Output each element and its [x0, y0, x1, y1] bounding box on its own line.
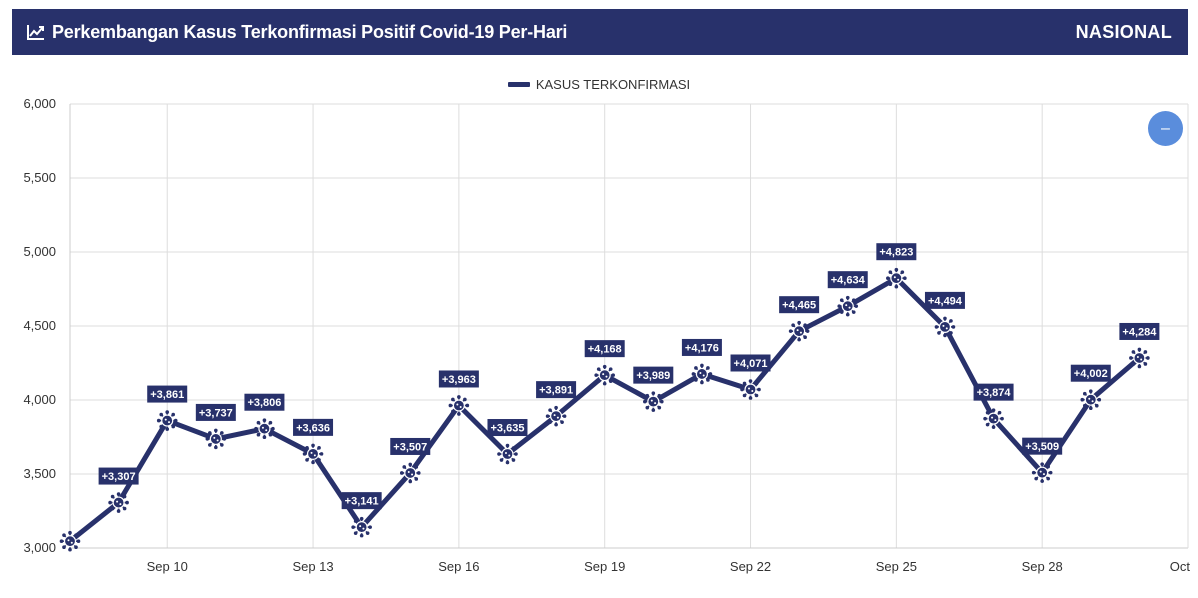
legend-swatch [507, 81, 530, 87]
data-label: +4,494 [928, 295, 963, 307]
grid-layer [70, 103, 1189, 549]
axis-layer: 3,000 3,500 4,000 4,500 5,000 5,500 6,000 Sep 1… [23, 96, 1190, 574]
data-label: +3,861 [150, 389, 184, 401]
x-tick-label: Sep 10 [147, 559, 188, 574]
marker-layer [59, 267, 1150, 552]
chart-legend[interactable]: KASUS TERKONFIRMASI [0, 74, 1198, 94]
data-point-virus-icon [399, 462, 421, 484]
data-label: +4,284 [1122, 326, 1157, 338]
data-label-badge [876, 243, 917, 261]
data-label-badge [438, 370, 479, 388]
data-point-virus-icon [886, 267, 907, 289]
data-point-virus-icon [1031, 462, 1053, 483]
data-label: +3,509 [1025, 441, 1059, 453]
data-point-virus-icon [837, 295, 859, 317]
x-tick-label: Sep 16 [438, 559, 479, 574]
data-label: +4,071 [734, 358, 768, 370]
data-label: +4,823 [879, 247, 913, 259]
data-label-badge [293, 418, 334, 436]
data-label-badge [244, 393, 285, 411]
x-tick-label: Sep 13 [292, 559, 333, 574]
data-point-virus-icon [497, 443, 518, 465]
data-label-badge [1022, 437, 1063, 455]
data-label-badge [779, 296, 820, 314]
y-tick-label: 5,000 [23, 244, 56, 259]
data-point-virus-icon [643, 391, 664, 412]
data-point-virus-icon [740, 379, 761, 400]
x-tick-label: Sep 28 [1022, 559, 1063, 574]
data-point-virus-icon [934, 316, 956, 338]
data-label: +3,507 [393, 441, 427, 453]
region-label: NASIONAL [1075, 21, 1172, 42]
data-label: +4,634 [831, 275, 866, 287]
minus-icon: – [1161, 119, 1170, 137]
x-tick-label: Sep 22 [730, 559, 771, 574]
data-label: +4,002 [1074, 368, 1108, 380]
y-tick-label: 3,000 [23, 540, 56, 555]
data-point-virus-icon [59, 530, 81, 552]
y-tick-label: 4,500 [23, 318, 56, 333]
y-tick-label: 6,000 [23, 96, 56, 111]
data-point-virus-icon [691, 363, 713, 385]
data-point-virus-icon [108, 492, 129, 513]
data-point-virus-icon [156, 410, 178, 431]
data-point-virus-icon [788, 320, 810, 342]
data-point-virus-icon [594, 364, 615, 386]
y-tick-label: 5,500 [23, 170, 56, 185]
data-point-virus-icon [351, 516, 372, 538]
data-label: +3,141 [345, 496, 379, 508]
legend-label: KASUS TERKONFIRMASI [535, 76, 691, 92]
data-label: +3,891 [539, 385, 573, 397]
data-label-badge [487, 419, 528, 437]
data-label-badge [98, 467, 139, 485]
data-label-badge [1119, 322, 1160, 340]
zoom-out-button[interactable]: – [1148, 111, 1183, 146]
data-point-virus-icon [448, 395, 470, 416]
data-label: +3,874 [977, 387, 1012, 399]
data-label-badge [730, 354, 771, 372]
data-label: +3,989 [636, 370, 670, 382]
data-label: +3,737 [199, 407, 233, 419]
data-label: +4,465 [782, 300, 816, 312]
label-layer: +3,307 +3,861 +3,737 +3,806 +3,636 +3,141 +3,5… [98, 243, 1160, 510]
trend-chart-icon [27, 25, 44, 40]
data-label-badge [584, 340, 625, 358]
data-label-badge [924, 291, 965, 309]
page-title: Perkembangan Kasus Terkonfirmasi Positif… [52, 21, 568, 42]
y-tick-label: 3,500 [23, 466, 56, 481]
data-point-virus-icon [302, 443, 324, 465]
x-tick-label: Sep 19 [584, 559, 625, 574]
data-point-virus-icon [254, 418, 275, 440]
data-label-badge [147, 385, 188, 403]
header-left: Perkembangan Kasus Terkonfirmasi Positif… [26, 22, 567, 43]
data-point-virus-icon [1080, 389, 1102, 411]
data-label-badge [973, 383, 1014, 401]
data-label: +3,806 [247, 397, 281, 409]
data-label-badge [827, 271, 868, 289]
data-label-badge [195, 403, 236, 421]
data-point-virus-icon [205, 428, 227, 450]
data-label-badge [1070, 364, 1111, 382]
y-tick-label: 4,000 [23, 392, 56, 407]
data-label-badge [633, 366, 674, 384]
data-label: +3,307 [102, 471, 136, 483]
data-label: +4,176 [685, 342, 719, 354]
data-label: +3,963 [442, 374, 476, 386]
data-label-badge [536, 381, 577, 399]
data-label-badge [681, 338, 722, 356]
data-label-badge [341, 492, 382, 510]
x-tick-label: Oct [1170, 559, 1191, 574]
data-point-virus-icon [1129, 347, 1150, 369]
data-point-virus-icon [545, 405, 567, 427]
x-tick-label: Sep 25 [876, 559, 917, 574]
data-label: +3,636 [296, 422, 330, 434]
data-label: +3,635 [491, 423, 525, 435]
data-label: +4,168 [588, 344, 622, 356]
chart-header: Perkembangan Kasus Terkonfirmasi Positif… [12, 9, 1188, 55]
data-point-virus-icon [983, 408, 1004, 429]
data-label-badge [390, 437, 431, 455]
